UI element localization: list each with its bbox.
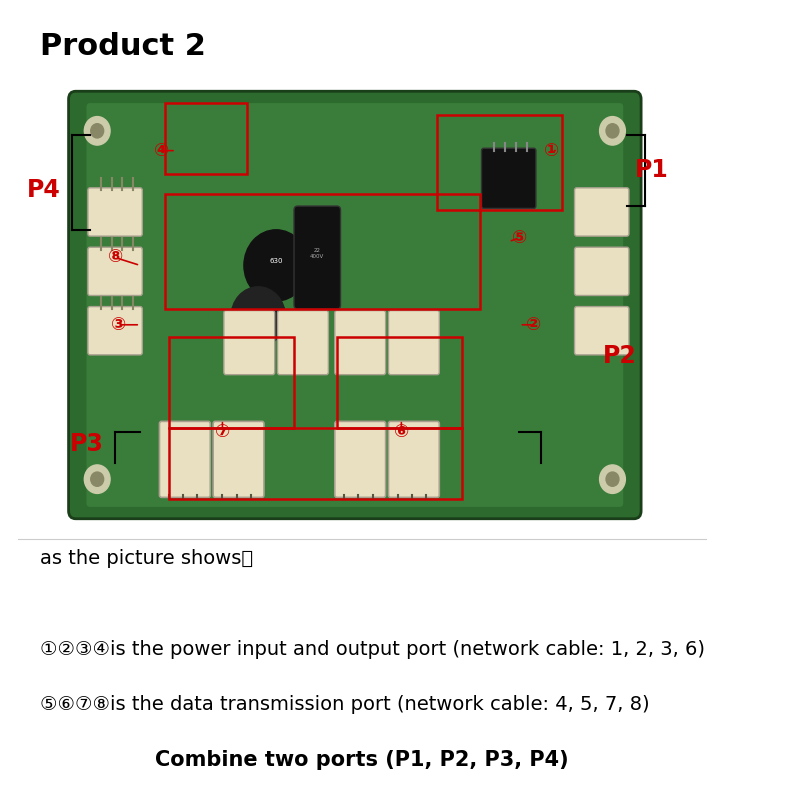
Circle shape xyxy=(606,472,619,486)
FancyBboxPatch shape xyxy=(213,422,264,498)
FancyBboxPatch shape xyxy=(294,206,341,309)
FancyBboxPatch shape xyxy=(335,422,386,498)
Text: 630: 630 xyxy=(270,258,283,265)
Circle shape xyxy=(244,230,308,301)
Circle shape xyxy=(606,124,619,138)
Text: P1: P1 xyxy=(635,158,669,182)
Circle shape xyxy=(90,472,104,486)
FancyBboxPatch shape xyxy=(335,310,386,374)
Bar xyxy=(337,337,462,428)
FancyBboxPatch shape xyxy=(86,103,623,507)
FancyBboxPatch shape xyxy=(389,310,439,374)
Text: ④: ④ xyxy=(154,142,170,160)
Text: P4: P4 xyxy=(26,178,61,202)
FancyBboxPatch shape xyxy=(574,306,629,355)
FancyBboxPatch shape xyxy=(88,306,142,355)
Circle shape xyxy=(90,124,104,138)
FancyBboxPatch shape xyxy=(224,310,274,374)
FancyBboxPatch shape xyxy=(88,188,142,236)
Text: ⑦: ⑦ xyxy=(215,422,230,441)
Text: as the picture shows：: as the picture shows： xyxy=(40,549,253,568)
FancyBboxPatch shape xyxy=(159,422,210,498)
Circle shape xyxy=(84,465,110,494)
Text: ②: ② xyxy=(526,316,542,334)
Text: Combine two ports (P1, P2, P3, P4): Combine two ports (P1, P2, P3, P4) xyxy=(155,750,569,770)
Circle shape xyxy=(84,117,110,145)
Circle shape xyxy=(231,286,286,347)
FancyBboxPatch shape xyxy=(88,247,142,295)
Circle shape xyxy=(600,465,626,494)
FancyBboxPatch shape xyxy=(482,148,536,209)
FancyBboxPatch shape xyxy=(389,422,439,498)
Text: P2: P2 xyxy=(602,345,637,369)
Text: Product 2: Product 2 xyxy=(40,32,206,61)
Text: ⑧: ⑧ xyxy=(107,249,122,266)
Text: P3: P3 xyxy=(70,431,103,455)
Text: ①②③④is the power input and output port (network cable: 1, 2, 3, 6): ①②③④is the power input and output port (… xyxy=(40,640,705,659)
Text: ⑤⑥⑦⑧is the data transmission port (network cable: 4, 5, 7, 8): ⑤⑥⑦⑧is the data transmission port (netwo… xyxy=(40,695,650,714)
FancyBboxPatch shape xyxy=(278,310,328,374)
Text: ③: ③ xyxy=(111,316,126,334)
Bar xyxy=(437,115,562,210)
Text: 22
400V: 22 400V xyxy=(310,248,324,259)
Text: ①: ① xyxy=(544,142,559,160)
Bar xyxy=(165,103,247,174)
FancyBboxPatch shape xyxy=(574,247,629,295)
Bar xyxy=(169,337,294,428)
Bar xyxy=(169,428,462,499)
Circle shape xyxy=(600,117,626,145)
Bar xyxy=(165,194,480,309)
FancyBboxPatch shape xyxy=(574,188,629,236)
Text: ⑥: ⑥ xyxy=(394,422,409,441)
Text: ⑤: ⑤ xyxy=(512,229,527,246)
FancyBboxPatch shape xyxy=(69,91,641,518)
